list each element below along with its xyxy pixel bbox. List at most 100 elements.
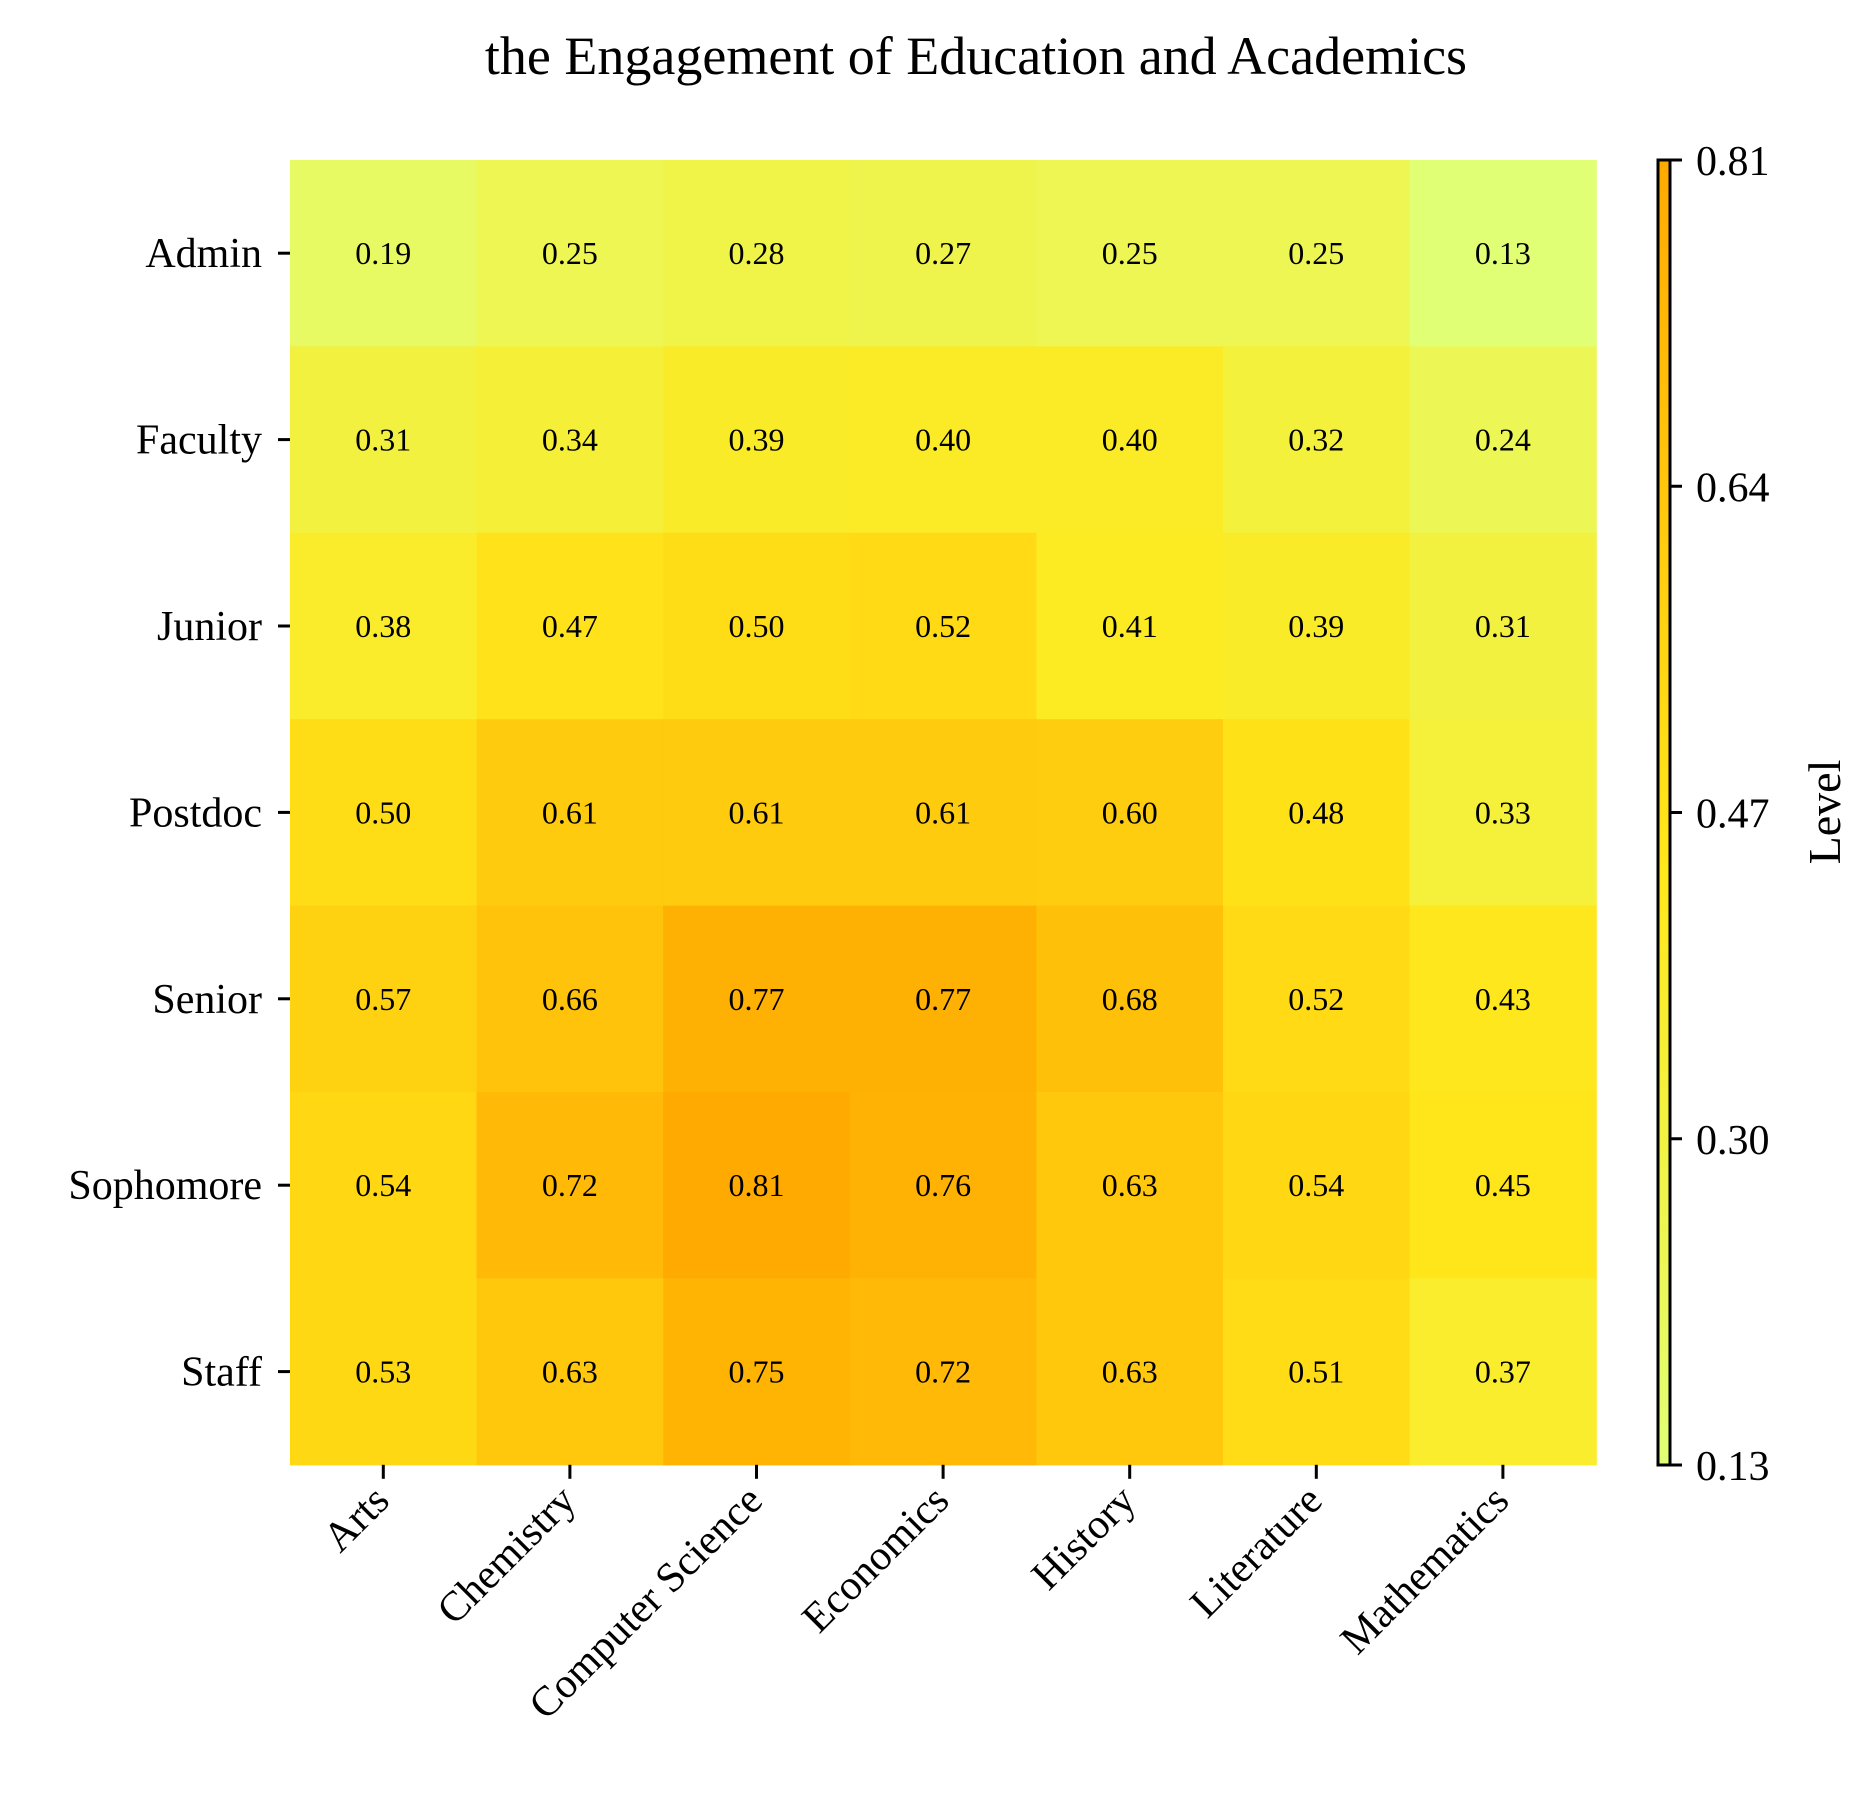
heatmap-cell: [476, 719, 664, 907]
heatmap-cell: [1036, 160, 1224, 347]
cell-value-label: 0.52: [915, 608, 971, 644]
colorbar-tick-label: 0.13: [1696, 1444, 1770, 1490]
cell-value-label: 0.13: [1475, 235, 1531, 271]
heatmap-cell: [476, 1092, 664, 1279]
cell-value-label: 0.39: [729, 422, 785, 458]
cell-value-label: 0.63: [1102, 1167, 1158, 1203]
x-tick-label: Economics: [794, 1477, 958, 1641]
heatmap-cell: [290, 1092, 478, 1279]
heatmap-cell: [1409, 160, 1597, 347]
cell-value-label: 0.28: [729, 235, 785, 271]
cell-value-label: 0.34: [542, 422, 598, 458]
heatmap-cell: [1409, 719, 1597, 907]
heatmap-cell: [663, 160, 851, 347]
colorbar-tick-label: 0.30: [1696, 1118, 1770, 1164]
cell-value-label: 0.61: [915, 794, 971, 830]
colorbar-tick-label: 0.64: [1696, 465, 1770, 511]
cell-value-label: 0.25: [542, 235, 598, 271]
heatmap-cell: [663, 1092, 851, 1279]
cell-value-label: 0.40: [915, 422, 971, 458]
heatmap-cell: [290, 160, 478, 347]
y-tick-label: Faculty: [136, 418, 262, 464]
heatmap-cell: [290, 532, 478, 720]
x-tick-label: Chemistry: [429, 1477, 585, 1633]
heatmap-cell: [849, 346, 1037, 534]
x-tick-label: History: [1023, 1477, 1145, 1599]
cell-value-label: 0.75: [729, 1354, 785, 1390]
y-tick-label: Sophomore: [68, 1163, 262, 1209]
heatmap-cell: [849, 160, 1037, 347]
y-axis: Admin Faculty Junior Postdoc Senior Sophomore…: [68, 231, 290, 1396]
heatmap-cell: [1409, 905, 1597, 1093]
heatmap-cell: [1223, 532, 1411, 720]
cell-value-label: 0.60: [1102, 794, 1158, 830]
heatmap-cell: [1409, 1278, 1597, 1466]
colorbar-ticks: 0.13 0.30 0.47 0.64 0.81: [1670, 139, 1770, 1490]
cell-value-label: 0.50: [729, 608, 785, 644]
x-tick-label: Arts: [315, 1477, 399, 1561]
cell-value-label: 0.47: [542, 608, 598, 644]
heatmap-cell: [849, 532, 1037, 720]
heatmap-cell: [1036, 1278, 1224, 1466]
heatmap-cell: [476, 346, 664, 534]
colorbar-tick-label: 0.47: [1696, 792, 1770, 838]
y-tick-label: Admin: [145, 231, 262, 277]
heatmap-cell: [1036, 1092, 1224, 1279]
heatmap-cell: [1223, 346, 1411, 534]
cell-value-label: 0.41: [1102, 608, 1158, 644]
cell-value-label: 0.77: [729, 981, 785, 1017]
cell-value-label: 0.54: [1288, 1167, 1344, 1203]
heatmap-cell: [290, 905, 478, 1093]
y-tick-label: Postdoc: [129, 790, 262, 836]
cell-value-label: 0.61: [542, 794, 598, 830]
cell-value-label: 0.77: [915, 981, 971, 1017]
heatmap-cell: [476, 1278, 664, 1466]
cell-value-label: 0.63: [1102, 1354, 1158, 1390]
heatmap-cell: [1409, 346, 1597, 534]
cell-value-label: 0.25: [1288, 235, 1344, 271]
heatmap-cell: [1036, 905, 1224, 1093]
cell-value-label: 0.57: [355, 981, 411, 1017]
cell-value-label: 0.40: [1102, 422, 1158, 458]
y-tick-label: Senior: [152, 977, 262, 1023]
cell-value-label: 0.45: [1475, 1167, 1531, 1203]
heatmap-cells: [290, 160, 1597, 1466]
heatmap-cell: [663, 1278, 851, 1466]
cell-value-label: 0.51: [1288, 1354, 1344, 1390]
heatmap-cell: [849, 719, 1037, 907]
cell-value-label: 0.31: [355, 422, 411, 458]
heatmap-cell: [476, 160, 664, 347]
heatmap-cell: [1223, 1092, 1411, 1279]
cell-value-label: 0.53: [355, 1354, 411, 1390]
cell-value-label: 0.38: [355, 608, 411, 644]
cell-value-label: 0.76: [915, 1167, 971, 1203]
cell-value-label: 0.37: [1475, 1354, 1531, 1390]
cell-value-label: 0.39: [1288, 608, 1344, 644]
heatmap-cell: [1223, 905, 1411, 1093]
cell-value-labels: 0.19 0.25 0.28 0.27 0.25 0.25 0.13 0.31 0.34 0.39…: [355, 235, 1531, 1389]
cell-value-label: 0.19: [355, 235, 411, 271]
cell-value-label: 0.25: [1102, 235, 1158, 271]
heatmap-cell: [663, 346, 851, 534]
x-tick-label: Literature: [1182, 1477, 1332, 1627]
cell-value-label: 0.72: [915, 1354, 971, 1390]
cell-value-label: 0.31: [1475, 608, 1531, 644]
cell-value-label: 0.68: [1102, 981, 1158, 1017]
heatmap-cell: [849, 905, 1037, 1093]
cell-value-label: 0.24: [1475, 422, 1531, 458]
cell-value-label: 0.63: [542, 1354, 598, 1390]
cell-value-label: 0.48: [1288, 794, 1344, 830]
x-tick-label: Mathematics: [1332, 1477, 1518, 1663]
heatmap-cell: [663, 905, 851, 1093]
cell-value-label: 0.27: [915, 235, 971, 271]
heatmap-cell: [663, 719, 851, 907]
heatmap-cell: [476, 905, 664, 1093]
cell-value-label: 0.54: [355, 1167, 411, 1203]
heatmap-cell: [290, 719, 478, 907]
colorbar-gradient: [1656, 158, 1672, 1467]
heatmap-cell: [290, 346, 478, 534]
heatmap-cell: [1036, 346, 1224, 534]
cell-value-label: 0.33: [1475, 794, 1531, 830]
